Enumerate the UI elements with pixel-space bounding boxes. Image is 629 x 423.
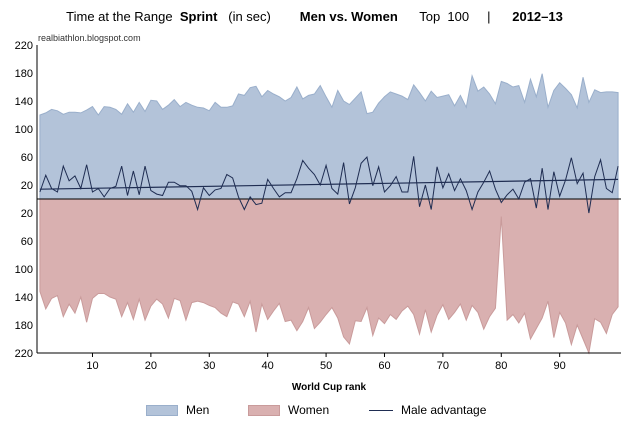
legend-advantage-swatch xyxy=(369,409,393,411)
male-advantage-line xyxy=(39,155,619,214)
y-tick-label-bottom-180: 180 xyxy=(15,320,33,332)
legend-men-label: Men xyxy=(186,403,210,417)
chart-title: Time at the Range Sprint (in sec) Men vs… xyxy=(0,9,629,24)
legend-men-swatch xyxy=(146,404,178,416)
legend-men: Men xyxy=(146,403,209,417)
x-tick-label-70: 70 xyxy=(437,360,449,372)
legend-women: Women xyxy=(248,403,329,417)
y-tick-label-top-100: 100 xyxy=(15,124,33,136)
x-tick-label-80: 80 xyxy=(495,360,507,372)
legend-advantage-label: Male advantage xyxy=(401,403,487,417)
title-part-1: Time at the Range xyxy=(66,9,173,24)
y-tick-label-top-140: 140 xyxy=(15,96,33,108)
x-tick-label-30: 30 xyxy=(203,360,215,372)
legend-women-label: Women xyxy=(288,403,330,417)
y-tick-label-top-180: 180 xyxy=(15,68,33,80)
legend-advantage: Male advantage xyxy=(369,403,486,417)
x-tick-label-60: 60 xyxy=(378,360,390,372)
title-part-7: 2012–13 xyxy=(512,9,563,24)
title-part-4: Men vs. Women xyxy=(299,9,398,24)
x-tick-label-20: 20 xyxy=(145,360,157,372)
women-area xyxy=(39,198,619,355)
title-part-3: (in sec) xyxy=(228,9,271,24)
watermark-text: realbiathlon.blogspot.com xyxy=(38,33,141,43)
y-tick-label-bottom-140: 140 xyxy=(15,292,33,304)
x-tick-label-10: 10 xyxy=(86,360,98,372)
title-part-6: | xyxy=(487,9,491,24)
title-part-5: Top 100 xyxy=(419,9,470,24)
y-tick-label-top-60: 60 xyxy=(21,152,33,164)
men-area xyxy=(39,73,619,200)
y-tick-label-top-20: 20 xyxy=(21,180,33,192)
x-tick-label-40: 40 xyxy=(262,360,274,372)
y-tick-label-bottom-20: 20 xyxy=(21,208,33,220)
y-tick-label-top-220: 220 xyxy=(15,40,33,52)
x-tick-label-90: 90 xyxy=(554,360,566,372)
y-tick-label-bottom-100: 100 xyxy=(15,264,33,276)
legend-women-swatch xyxy=(248,404,280,416)
y-tick-label-bottom-60: 60 xyxy=(21,236,33,248)
y-tick-label-bottom-220: 220 xyxy=(15,348,33,360)
male-advantage-trend-line xyxy=(39,178,619,190)
x-tick-label-50: 50 xyxy=(320,360,332,372)
x-axis-label: World Cup rank xyxy=(292,382,367,393)
title-part-2: Sprint xyxy=(179,9,218,24)
